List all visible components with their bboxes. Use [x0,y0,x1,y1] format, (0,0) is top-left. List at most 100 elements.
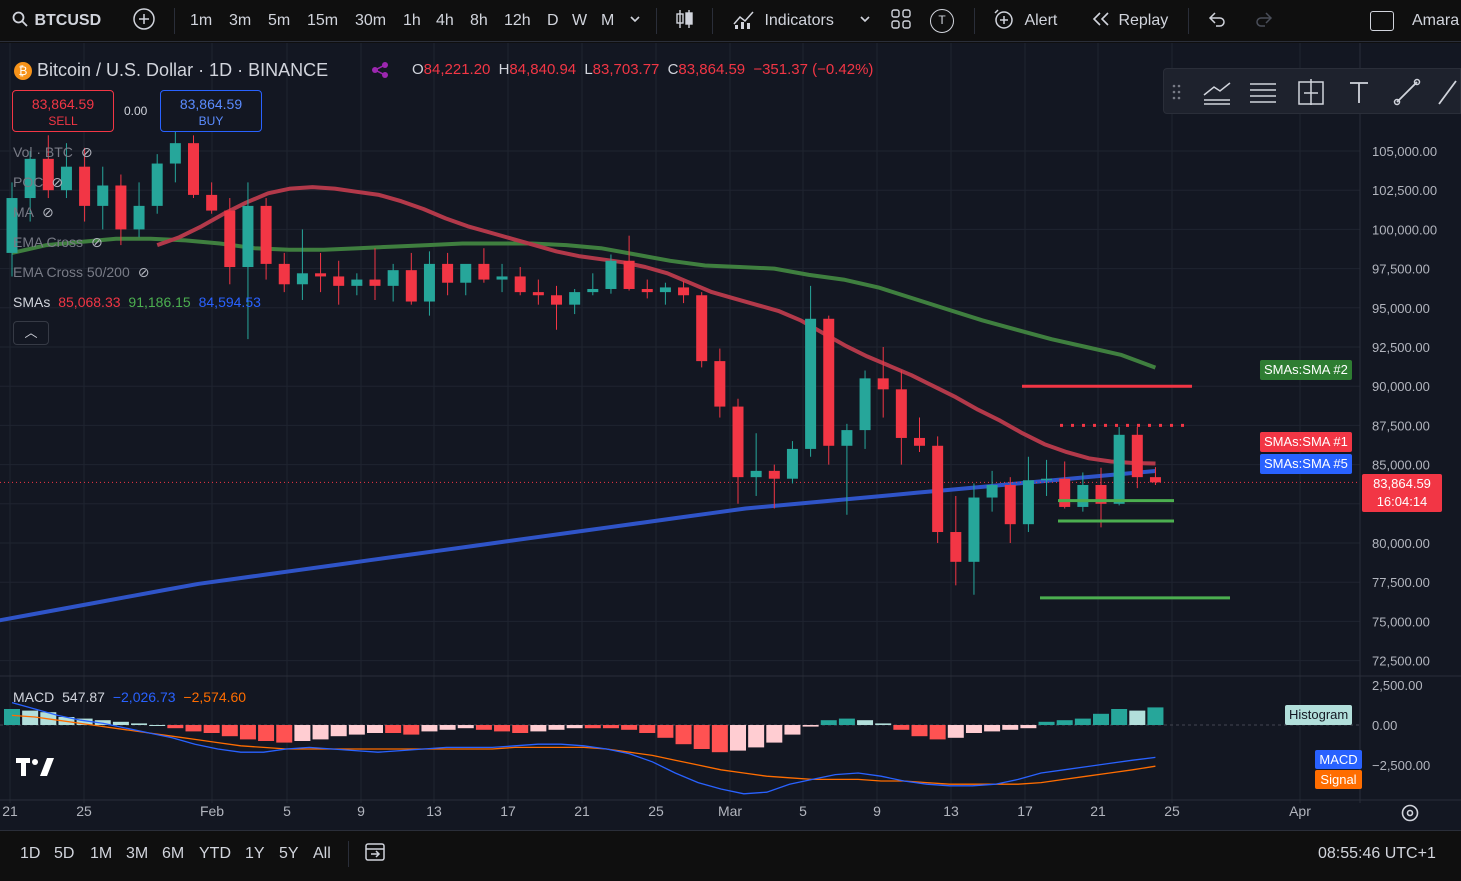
candle-body [97,185,109,206]
collapse-legend-button[interactable]: ︿ [13,321,49,345]
indicator-vol[interactable]: Vol · BTC ⊘ [13,144,93,161]
candle-body [442,263,454,283]
redo-button[interactable] [1254,0,1274,42]
timeframe-30m[interactable]: 30m [355,12,387,29]
smas-legend[interactable]: SMAs 85,068.33 91,186.15 84,594.53 [13,294,261,310]
eye-off-icon[interactable]: ⊘ [51,174,64,190]
replay-button[interactable]: Replay [1090,0,1168,42]
candle-body [786,448,798,479]
macd-histogram-bar [403,725,420,735]
macd-histogram-bar [711,725,728,753]
price-chart[interactable]: 105,000.00 102,500.00 100,000.00 97,500.00 9… [0,43,1461,837]
candle-body [1131,434,1143,478]
layouts-button[interactable] [890,0,912,42]
candle-body [1004,484,1016,525]
share-icon[interactable] [371,61,389,79]
candle-body [496,276,508,280]
fib-tool-icon[interactable] [1248,77,1278,107]
templates-button[interactable]: T [930,0,954,42]
sell-button[interactable]: 83,864.59 SELL [12,90,114,132]
alert-button[interactable]: Alert [992,0,1057,42]
symbol-search-button[interactable]: BTCUSD [12,0,101,42]
range-5y[interactable]: 5Y [279,845,299,862]
timeframe-4h[interactable]: 4h [436,12,454,29]
eye-off-icon[interactable]: ⊘ [42,204,54,220]
macd-histogram-bar [1074,718,1091,725]
candle-body [1022,480,1034,525]
price-tick-label: 105,000.00 [1372,144,1437,159]
current-price-tag: 83,864.59 16:04:14 [1362,474,1442,512]
timeframe-w[interactable]: W [572,12,588,29]
eye-off-icon[interactable]: ⊘ [137,264,150,280]
macd-legend[interactable]: MACD 547.87 −2,026.73 −2,574.60 [13,689,246,705]
chart-settings-button[interactable] [1399,802,1421,824]
range-1y[interactable]: 1Y [245,845,265,862]
candle-body [587,288,599,293]
candle-body [932,445,944,533]
time-tick-label: 5 [799,803,807,819]
macd-histogram-bar [457,725,474,729]
eye-off-icon[interactable]: ⊘ [80,144,93,160]
timeframe-8h[interactable]: 8h [470,12,488,29]
open-key: O [412,61,424,78]
macd-line-value: −2,026.73 [112,689,176,705]
timeframe-1m[interactable]: 1m [190,12,213,29]
indicator-poc[interactable]: POC ⊘ [13,174,63,191]
pencil-tool-icon[interactable] [1436,77,1458,107]
fullscreen-button[interactable] [1370,0,1394,42]
indicator-ema-cross[interactable]: EMA Cross ⊘ [13,234,103,251]
open-value: 84,221.20 [423,61,491,78]
timeframe-dropdown[interactable] [628,0,642,42]
signal-axis-tag: Signal [1315,770,1362,789]
tradingview-logo[interactable] [16,756,56,778]
macd-histogram-bar [802,725,819,727]
candle-body [151,163,163,206]
bottom-toolbar: 1D 5D 1M 3M 6M YTD 1Y 5Y All 08:55:46 UT… [0,830,1461,881]
timeframe-m[interactable]: M [601,12,615,29]
range-6m[interactable]: 6M [162,845,185,862]
user-menu[interactable]: Amara [1412,12,1460,29]
timeframe-5m[interactable]: 5m [268,12,291,29]
measure-tool-icon[interactable] [1296,77,1326,107]
candle-body [6,198,18,253]
range-1d[interactable]: 1D [20,845,41,862]
macd-histogram-bar [367,725,383,733]
range-3m[interactable]: 3M [126,845,149,862]
indicator-ma[interactable]: MA ⊘ [13,204,54,221]
plus-circle-icon [133,8,155,30]
date-range-button[interactable] [364,831,388,877]
trend-line-tool-icon[interactable] [1202,77,1232,107]
chart-pane[interactable]: 105,000.00 102,500.00 100,000.00 97,500.00 9… [0,43,1461,837]
rewind-icon [1092,12,1109,26]
timeframe-3m[interactable]: 3m [229,12,252,29]
high-key: H [498,61,510,78]
chevron-down-icon [860,16,870,23]
undo-button[interactable] [1207,0,1227,42]
clock-timezone[interactable]: 08:55:46 UTC+1 [1318,845,1436,862]
indicators-button[interactable]: Indicators [732,0,834,42]
text-tool-icon[interactable] [1344,77,1374,107]
indicators-dropdown[interactable] [858,0,872,42]
timeframe-d[interactable]: D [547,12,559,29]
macd-histogram-bar [584,725,601,729]
timeframe-15m[interactable]: 15m [307,12,339,29]
timeframe-12h[interactable]: 12h [504,12,531,29]
timeframe-1h[interactable]: 1h [403,12,421,29]
buy-button[interactable]: 83,864.59 BUY [160,90,262,132]
range-ytd[interactable]: YTD [199,845,231,862]
eye-off-icon[interactable]: ⊘ [91,234,103,250]
candle-body [133,205,145,230]
brush-tool-icon[interactable] [1392,77,1422,107]
candle-body [768,470,780,479]
candle-body [242,205,254,268]
range-5d[interactable]: 5D [54,845,75,862]
candle-body [1077,484,1089,507]
compare-button[interactable] [132,0,156,42]
range-all[interactable]: All [313,845,331,862]
symbol-legend[interactable]: ₿ Bitcoin / U.S. Dollar · 1D · BINANCE [14,60,328,81]
chart-type-button[interactable] [674,0,696,42]
drag-handle-icon[interactable] [1170,77,1184,107]
indicator-ema-cross-50-200[interactable]: EMA Cross 50/200 ⊘ [13,264,149,281]
range-1m[interactable]: 1M [90,845,113,862]
gear-icon [1401,804,1419,822]
